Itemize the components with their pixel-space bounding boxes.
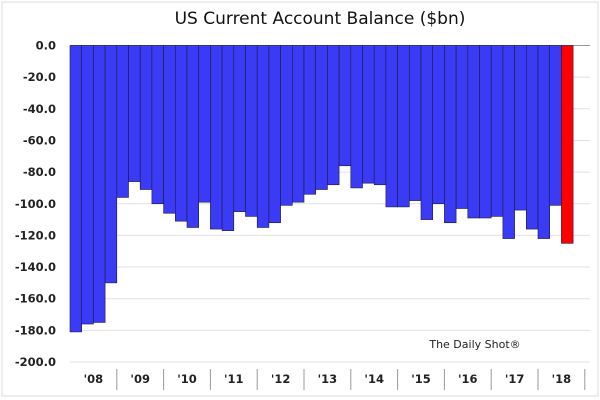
bar — [268, 45, 281, 224]
chart-title: US Current Account Balance ($bn) — [175, 9, 466, 29]
bar — [350, 45, 363, 189]
x-tick-label: '12 — [271, 372, 291, 386]
bar — [210, 45, 223, 230]
bar — [175, 45, 188, 222]
bar — [81, 45, 94, 325]
bar — [93, 45, 106, 323]
bar — [116, 45, 129, 198]
bar — [69, 45, 82, 333]
bar — [128, 45, 141, 182]
bar — [280, 45, 293, 206]
bar — [432, 45, 445, 205]
bar — [502, 45, 515, 239]
y-tick-label: -160.0 — [15, 292, 56, 306]
bar — [408, 45, 422, 201]
x-tick-label: '14 — [364, 372, 384, 386]
bar — [373, 45, 387, 186]
x-tick-label: '08 — [84, 372, 104, 386]
bar — [514, 45, 527, 211]
bar — [315, 45, 328, 190]
bar — [233, 45, 246, 212]
bar-highlighted — [561, 45, 574, 244]
x-tick-label: '13 — [318, 372, 338, 386]
bar — [490, 45, 504, 217]
x-tick-label: '11 — [224, 372, 244, 386]
bar — [221, 45, 235, 231]
bar — [198, 45, 211, 203]
bar — [151, 45, 164, 205]
source-label: The Daily Shot® — [428, 338, 520, 351]
y-tick-label: -120.0 — [15, 228, 56, 242]
bar — [525, 45, 539, 230]
bar — [549, 45, 562, 206]
x-tick-label: '16 — [458, 372, 478, 386]
y-tick-label: -200.0 — [15, 355, 56, 369]
bar — [338, 45, 352, 167]
bar — [397, 45, 410, 208]
bar — [467, 45, 480, 219]
x-tick-label: '18 — [552, 372, 572, 386]
bar — [420, 45, 433, 220]
bar — [163, 45, 176, 214]
x-tick-label: '10 — [177, 372, 197, 386]
bar — [139, 45, 153, 190]
bar — [186, 45, 199, 228]
y-tick-label: -20.0 — [23, 70, 56, 84]
bar — [444, 45, 457, 224]
y-tick-label: -60.0 — [23, 133, 56, 147]
bar — [479, 45, 492, 219]
y-tick-label: -140.0 — [15, 260, 56, 274]
x-tick-label: '15 — [411, 372, 431, 386]
y-tick-label: -80.0 — [23, 165, 56, 179]
y-tick-label: -40.0 — [23, 102, 56, 116]
bar — [455, 45, 469, 209]
bar — [327, 45, 340, 186]
y-tick-label: -180.0 — [15, 323, 56, 337]
bar — [245, 45, 258, 217]
bar — [537, 45, 550, 239]
x-tick-label: '17 — [505, 372, 525, 386]
y-tick-label: 0.0 — [36, 39, 56, 53]
bar — [362, 45, 375, 184]
y-tick-label: -100.0 — [15, 197, 56, 211]
bar — [256, 45, 270, 228]
bar — [385, 45, 398, 208]
x-tick-label: '09 — [130, 372, 150, 386]
bar — [291, 45, 305, 203]
bar — [303, 45, 316, 195]
bar — [104, 45, 118, 284]
